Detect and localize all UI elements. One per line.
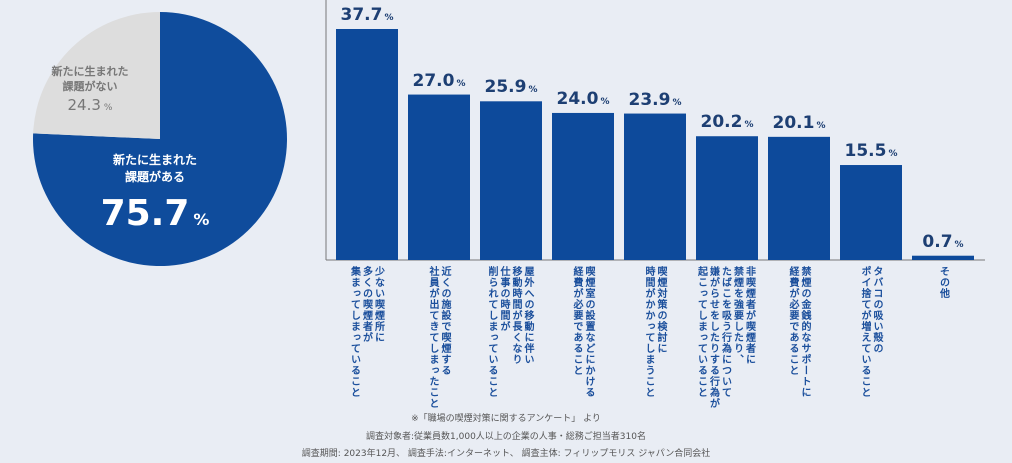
category-label: 非喫煙者が喫煙者に 禁煙を強要したり、 たばこを吸う行為について 嫌がらせをした… [695,266,755,409]
value: 20.2 [700,112,743,133]
pie-label-no-issues: 新たに生まれた 課題がない 24.3% [40,64,140,116]
footnote-details: 調査期間: 2023年12月、 調査手法:インターネット、 調査主体: フィリッ… [301,449,711,459]
bar [408,94,470,260]
category-label: 喫煙室の設置などにかける 経費が必要であること [571,266,594,398]
bar [552,112,614,260]
category-label: 禁煙の金銭的なサポートに 経費が必要であること [787,266,810,398]
unit: % [954,239,964,250]
bar [768,136,830,260]
bar [696,136,758,260]
value: 23.9 [628,89,671,110]
unit: % [528,85,538,96]
unit: % [744,120,754,131]
pie-label-line: 新たに生まれた [51,65,129,78]
bar-value-label: 0.7% [903,232,983,252]
unit: % [193,210,210,229]
value: 75.7 [100,193,190,234]
bar [912,255,974,260]
value: 24.3 [67,96,101,114]
bar-value-label: 24.0% [543,89,623,109]
footnote-source: ※「職場の喫煙対策に関するアンケート」 より [411,414,601,424]
unit: % [103,103,113,113]
pie-value-has-issues: 75.7% [95,194,215,240]
bar [624,113,686,260]
bar [336,29,398,260]
value: 25.9 [484,77,527,98]
pie-label-line: 課題がある [124,170,185,184]
value: 15.5 [844,141,887,162]
category-label: 喫煙対策の検討に 時間がかかってしまうこと [643,266,666,398]
bar-value-label: 20.1% [759,113,839,133]
unit: % [672,97,682,108]
category-label: タバコの吸い殻の ポイ捨てが増えていること [859,266,882,398]
category-label: 少ない喫煙所に 多くの喫煙者が 集まってしまっていること [348,266,384,398]
pie-label-line: 課題がない [62,80,118,93]
bar-value-label: 20.2% [687,112,767,132]
unit: % [816,120,826,131]
unit: % [600,96,610,107]
bar-value-label: 23.9% [615,90,695,110]
value: 24.0 [556,88,599,109]
pie-label-line: 新たに生まれた [112,153,197,167]
pie-chart [33,12,287,266]
bar-value-label: 37.7% [327,5,407,25]
bar-value-label: 15.5% [831,141,911,161]
pie-label-has-issues: 新たに生まれた 課題がある 75.7% [95,152,215,240]
category-label: 屋外への移動に伴い 移動時間が長くなり 仕事の時間が 削られてしまっていること [486,266,533,398]
bar-value-label: 27.0% [399,71,479,91]
value: 0.7 [922,231,953,252]
value: 37.7 [340,5,383,25]
unit: % [384,13,394,23]
unit: % [456,78,466,89]
pie-slice-no-issues [33,12,160,139]
unit: % [888,149,898,160]
footnote-subjects: 調査対象者:従業員数1,000人以上の企業の人事・総務ご担当者310名 [366,432,646,442]
category-label: 近くの施設で喫煙する 社員が出てきてしまったこと [427,266,450,409]
bar [840,165,902,260]
value: 20.1 [772,112,815,133]
bar-chart [325,0,985,261]
value: 27.0 [412,70,455,91]
bar [480,101,542,260]
bar-value-label: 25.9% [471,77,551,97]
pie-value-no-issues: 24.3% [40,98,140,116]
category-label: その他 [937,266,949,299]
